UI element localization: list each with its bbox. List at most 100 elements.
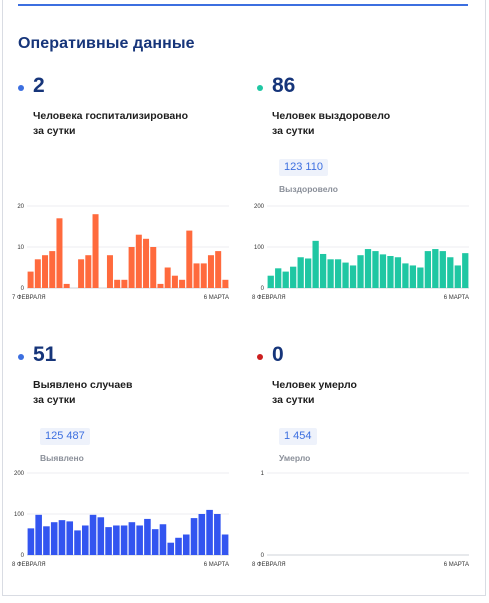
bar [290,266,297,288]
bar [106,255,113,288]
bar [312,240,319,288]
panel-detected: 51 Выявлено случаев за сутки 125 487 Выя… [17,343,247,603]
y-tick-label: 1 [261,471,265,477]
y-tick-label: 200 [254,204,265,210]
bar [200,263,207,288]
bar [175,537,182,555]
bar [214,514,221,555]
bar [349,265,357,288]
description-line: Человек умерло [272,379,357,391]
bar [305,258,312,288]
detected-total-badge: 125 487 [40,428,90,445]
y-tick-label: 200 [14,471,25,477]
bar [454,265,461,288]
bar [121,279,128,288]
bar [394,257,402,288]
bar [215,251,222,288]
bar [319,253,327,288]
bar [128,522,136,555]
bar [267,275,274,288]
hospitalized-description: Человека госпитализировано за сутки [33,109,188,139]
bar [327,259,334,288]
bar [357,255,364,288]
bar [114,279,121,288]
bar [432,249,439,288]
indicator-dot [18,85,24,91]
panel-hospitalized: 2 Человека госпитализировано за сутки [17,74,247,334]
bar [35,514,42,555]
top-accent-bar [18,4,468,6]
y-tick-label: 20 [17,204,24,210]
deceased-total-badge: 1 454 [279,428,317,445]
bar [89,514,97,555]
indicator-dot [257,85,263,91]
bar [193,263,200,288]
bar [135,234,142,288]
page-title: Оперативные данные [18,35,195,52]
recovered-description: Человек выздоровело за сутки [272,109,390,139]
bar [113,525,120,555]
x-label-end: 6 МАРТА [444,562,469,568]
y-tick-label: 0 [21,286,25,292]
bar [342,262,349,288]
x-label-start: 8 ФЕВРАЛЯ [12,562,46,568]
bar [462,253,469,288]
bar [402,263,409,288]
description-line: за сутки [272,394,315,406]
bar [85,255,92,288]
bar [144,518,151,555]
y-tick-label: 0 [261,553,265,559]
bar [198,514,206,555]
indicator-dot [257,354,263,360]
bar [207,255,214,288]
y-tick-label: 0 [261,286,265,292]
detected-value: 51 [33,343,57,366]
bar [27,271,34,288]
description-line: за сутки [33,125,76,137]
bar [128,247,135,288]
bar [43,526,50,555]
detected-description: Выявлено случаев за сутки [33,378,132,408]
bar [63,283,70,288]
bar [58,520,66,555]
y-tick-label: 100 [254,245,265,251]
bar [27,528,35,555]
bar [171,275,178,288]
bar [417,267,424,288]
bar [334,259,342,288]
description-line: за сутки [272,125,315,137]
bar [56,218,63,288]
bar [282,271,289,288]
bar [379,254,387,288]
x-label-end: 6 МАРТА [204,295,229,301]
bar [120,525,128,555]
recovered-total-label: Выздоровело [279,184,338,194]
bar [186,230,193,288]
description-line: Выявлено случаев [33,379,133,391]
hospitalized-chart: 20 10 0 7 ФЕВРАЛЯ 6 МАРТА [12,204,229,301]
description-line: Человека госпитализировано [33,110,188,122]
bar [74,530,81,555]
bar [151,529,159,555]
bar [190,518,198,555]
bar [439,251,446,288]
bar [97,517,105,555]
bar [206,509,213,555]
dashboard-frame [2,0,486,596]
bar [409,265,417,288]
recovered-value: 86 [272,74,296,97]
bar [78,259,85,288]
deceased-description: Человек умерло за сутки [272,378,357,408]
bar [159,524,167,555]
recovered-chart: 200 100 0 8 ФЕВРАЛЯ 6 МАРТА [252,204,469,301]
description-line: Человек выздоровело [272,110,391,122]
x-label-start: 8 ФЕВРАЛЯ [252,562,286,568]
bar [92,214,99,288]
bar [221,534,229,555]
bar [372,251,379,288]
bar [157,283,164,288]
panel-deceased: 0 Человек умерло за сутки 1 454 Умерло [256,343,486,603]
x-label-start: 7 ФЕВРАЛЯ [12,295,46,301]
bar [364,249,372,288]
detected-chart: 200 100 0 8 ФЕВРАЛЯ 6 МАРТА [12,471,229,568]
